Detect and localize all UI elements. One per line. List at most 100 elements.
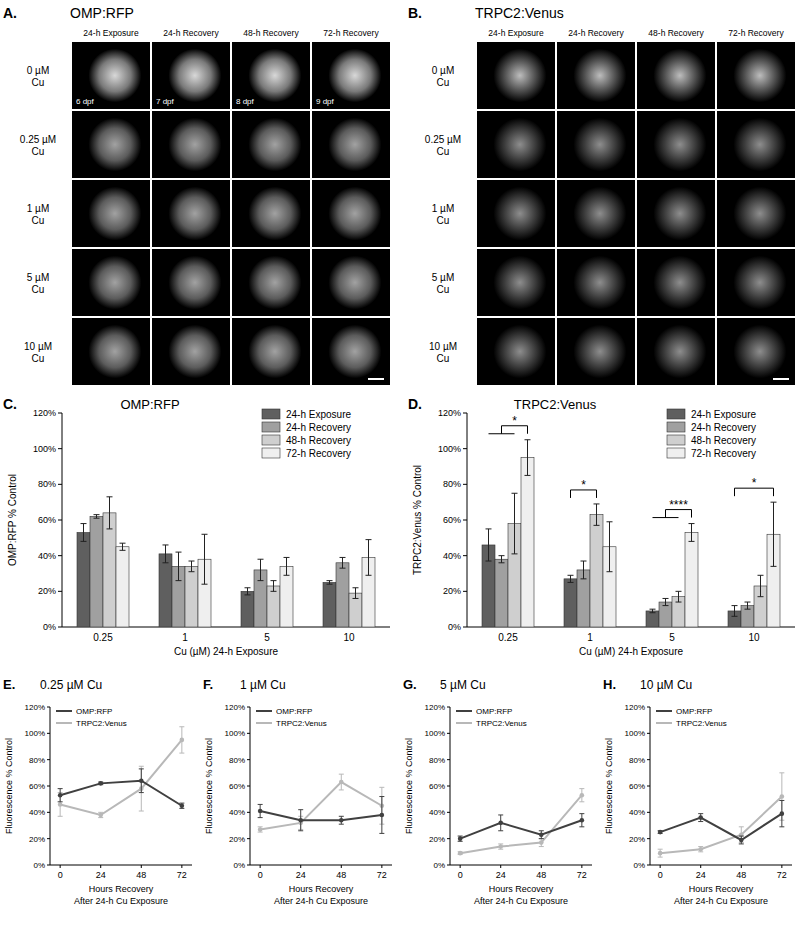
error-cap	[512, 553, 518, 554]
panel-title: OMP:RFP	[70, 5, 134, 21]
y-tick	[247, 707, 250, 708]
error-cap	[163, 562, 169, 563]
error-cap	[581, 561, 587, 562]
legend-line	[456, 710, 472, 712]
x-tick	[100, 865, 101, 868]
x-tick-label: 48	[336, 870, 346, 880]
y-axis-label: Fluorescence % Control	[404, 738, 414, 834]
marker	[539, 832, 544, 837]
legend-swatch	[262, 448, 280, 458]
micrograph	[477, 318, 555, 385]
y-tick-label: 100%	[33, 444, 56, 454]
marker	[380, 813, 385, 818]
row-label: 5 µM	[432, 272, 454, 283]
error-bar	[665, 598, 666, 605]
tissue-glow	[573, 325, 626, 379]
y-tick-label: 0%	[448, 622, 461, 632]
x-axis-label: After 24-h Cu Exposure	[74, 896, 168, 906]
x-tick	[381, 865, 382, 868]
marker	[458, 851, 463, 856]
error-bar	[83, 524, 84, 542]
error-cap	[650, 612, 656, 613]
error-cap	[339, 789, 344, 790]
y-tick	[247, 865, 250, 866]
micrograph	[152, 111, 230, 178]
micrograph	[232, 318, 310, 385]
x-tick	[781, 865, 782, 868]
bar	[685, 532, 698, 627]
error-cap	[107, 496, 113, 497]
y-tick	[647, 838, 650, 839]
micrograph	[717, 42, 795, 109]
error-cap	[58, 801, 63, 802]
error-bar	[273, 581, 274, 592]
error-cap	[689, 523, 695, 524]
marker	[658, 830, 663, 835]
error-cap	[579, 813, 584, 814]
bar	[103, 513, 116, 627]
tissue-glow	[248, 187, 301, 241]
error-cap	[525, 439, 531, 440]
x-tick-label: 72	[777, 870, 787, 880]
error-cap	[353, 587, 359, 588]
x-tick-label: 0	[658, 870, 663, 880]
micrograph	[557, 111, 635, 178]
error-cap	[176, 580, 182, 581]
panel-label: F.	[203, 677, 213, 692]
chart-title: 10 µM Cu	[640, 678, 692, 692]
bar	[116, 547, 129, 627]
error-bar	[109, 497, 110, 529]
error-bar	[609, 522, 610, 572]
error-cap	[366, 575, 372, 576]
significance-label: *	[752, 476, 757, 490]
y-tick	[47, 733, 50, 734]
micrograph	[232, 111, 310, 178]
error-cap	[258, 559, 264, 560]
micrograph	[232, 180, 310, 247]
tissue-glow	[168, 49, 221, 103]
error-cap	[739, 826, 744, 827]
y-tick-label: 120%	[625, 703, 645, 712]
error-cap	[258, 804, 263, 805]
error-bar	[368, 540, 369, 576]
micrograph	[717, 318, 795, 385]
bar	[564, 579, 577, 627]
error-cap	[179, 726, 184, 727]
error-cap	[245, 594, 251, 595]
bar	[590, 515, 603, 627]
column-header: 24-h Exposure	[488, 28, 544, 38]
error-cap	[379, 833, 384, 834]
series-line	[260, 811, 382, 820]
error-bar	[329, 581, 330, 585]
error-cap	[189, 561, 195, 562]
error-cap	[379, 787, 384, 788]
error-bar	[514, 493, 515, 554]
legend-label: OMP:RFP	[476, 707, 512, 716]
micrograph	[72, 42, 150, 109]
significance-label: *	[581, 478, 586, 492]
error-cap	[189, 571, 195, 572]
tissue-glow	[328, 325, 381, 379]
y-tick-label: 40%	[429, 808, 445, 817]
row-label: 10 µM	[429, 341, 457, 352]
legend-swatch	[667, 435, 685, 445]
tissue-glow	[168, 256, 221, 310]
age-label: 6 dpf	[76, 97, 95, 106]
x-axis-label: After 24-h Cu Exposure	[474, 896, 568, 906]
error-bar	[355, 588, 356, 599]
y-tick	[247, 812, 250, 813]
error-cap	[120, 550, 126, 551]
row-label: 0 µM	[27, 65, 49, 76]
column-header: 72-h Recovery	[323, 28, 379, 38]
error-cap	[779, 826, 784, 827]
error-bar	[165, 545, 166, 563]
panel-label: A.	[3, 5, 17, 21]
marker	[339, 780, 344, 785]
x-tick	[460, 865, 461, 868]
tissue-glow	[733, 187, 786, 241]
error-cap	[739, 843, 744, 844]
legend-swatch	[667, 422, 685, 432]
legend-label: TRPC2:Venus	[476, 719, 527, 728]
series-line	[460, 820, 582, 838]
y-tick-label: 40%	[629, 808, 645, 817]
